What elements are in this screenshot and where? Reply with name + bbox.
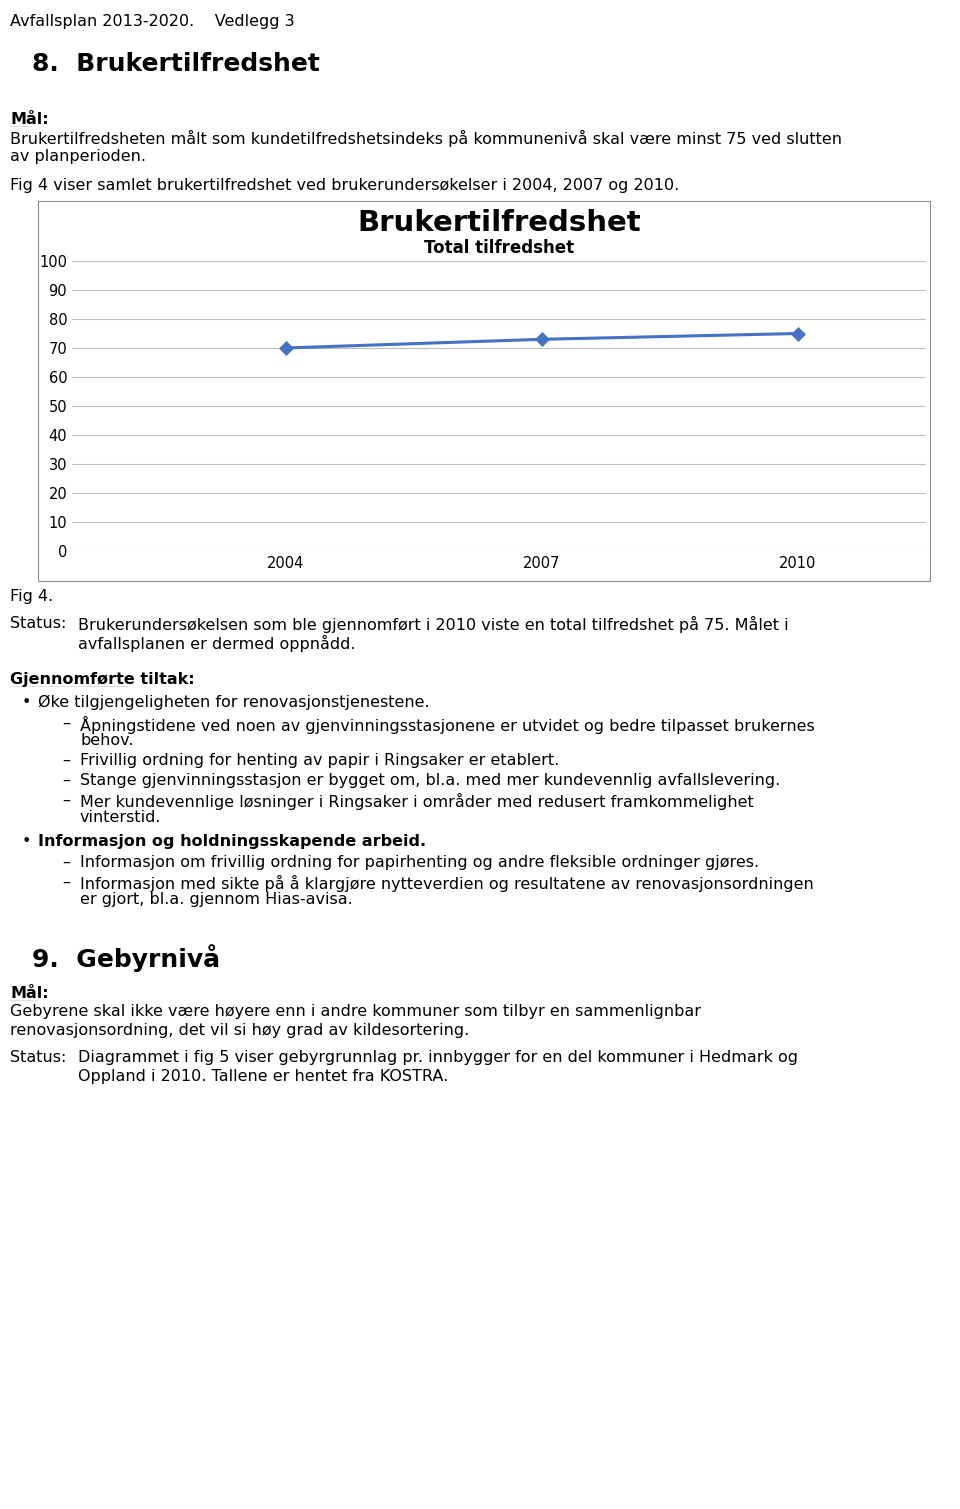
Text: Brukertilfredshet: Brukertilfredshet	[357, 210, 641, 237]
Text: Informasjon og holdningsskapende arbeid.: Informasjon og holdningsskapende arbeid.	[38, 834, 426, 850]
Text: Informasjon med sikte på å klargjøre nytteverdien og resultatene av renovasjonso: Informasjon med sikte på å klargjøre nyt…	[80, 875, 814, 892]
Text: 8.  Brukertilfredshet: 8. Brukertilfredshet	[32, 51, 320, 75]
Text: –: –	[62, 773, 70, 788]
Text: Åpningstidene ved noen av gjenvinningsstasjonene er utvidet og bedre tilpasset b: Åpningstidene ved noen av gjenvinningsst…	[80, 715, 815, 733]
Text: Mål:: Mål:	[10, 985, 49, 1000]
Text: behov.: behov.	[80, 733, 133, 748]
Text: Fig 4.: Fig 4.	[10, 589, 53, 604]
Text: vinterstid.: vinterstid.	[80, 810, 161, 825]
Text: •: •	[22, 696, 32, 711]
Text: Avfallsplan 2013-2020.    Vedlegg 3: Avfallsplan 2013-2020. Vedlegg 3	[10, 14, 295, 29]
Text: Stange gjenvinningsstasjon er bygget om, bl.a. med mer kundevennlig avfallslever: Stange gjenvinningsstasjon er bygget om,…	[80, 773, 780, 788]
Text: 9.  Gebyrnivå: 9. Gebyrnivå	[32, 945, 220, 972]
Text: Brukertilfredsheten målt som kundetilfredshetsindeks på kommunenivå skal være mi: Brukertilfredsheten målt som kundetilfre…	[10, 130, 842, 146]
Text: renovasjonsordning, det vil si høy grad av kildesortering.: renovasjonsordning, det vil si høy grad …	[10, 1023, 469, 1038]
Text: Informasjon om frivillig ordning for papirhenting og andre fleksible ordninger g: Informasjon om frivillig ordning for pap…	[80, 856, 759, 871]
Text: Diagrammet i fig 5 viser gebyrgrunnlag pr. innbygger for en del kommuner i Hedma: Diagrammet i fig 5 viser gebyrgrunnlag p…	[78, 1050, 798, 1065]
Text: Total tilfredshet: Total tilfredshet	[424, 238, 574, 257]
Text: er gjort, bl.a. gjennom Hias-avisa.: er gjort, bl.a. gjennom Hias-avisa.	[80, 892, 352, 907]
Text: –: –	[62, 856, 70, 871]
Text: –: –	[62, 753, 70, 768]
Text: –: –	[62, 875, 70, 890]
Text: Status:: Status:	[10, 1050, 66, 1065]
Text: •: •	[22, 834, 32, 850]
Text: Mer kundevennlige løsninger i Ringsaker i områder med redusert framkommelighet: Mer kundevennlige løsninger i Ringsaker …	[80, 794, 754, 810]
Text: Frivillig ordning for henting av papir i Ringsaker er etablert.: Frivillig ordning for henting av papir i…	[80, 753, 560, 768]
Text: –: –	[62, 794, 70, 807]
Text: Status:: Status:	[10, 616, 66, 631]
Text: av planperioden.: av planperioden.	[10, 149, 146, 164]
Text: Gebyrene skal ikke være høyere enn i andre kommuner som tilbyr en sammenlignbar: Gebyrene skal ikke være høyere enn i and…	[10, 1003, 701, 1019]
Text: Oppland i 2010. Tallene er hentet fra KOSTRA.: Oppland i 2010. Tallene er hentet fra KO…	[78, 1068, 448, 1083]
Text: Fig 4 viser samlet brukertilfredshet ved brukerundersøkelser i 2004, 2007 og 201: Fig 4 viser samlet brukertilfredshet ved…	[10, 178, 680, 193]
Text: avfallsplanen er dermed oppnådd.: avfallsplanen er dermed oppnådd.	[78, 635, 355, 652]
Text: Mål:: Mål:	[10, 112, 49, 127]
Text: Brukerundersøkelsen som ble gjennomført i 2010 viste en total tilfredshet på 75.: Brukerundersøkelsen som ble gjennomført …	[78, 616, 788, 632]
Text: Øke tilgjengeligheten for renovasjonstjenestene.: Øke tilgjengeligheten for renovasjonstje…	[38, 696, 430, 711]
Text: Gjennomførte tiltak:: Gjennomførte tiltak:	[10, 672, 195, 687]
Text: –: –	[62, 715, 70, 730]
